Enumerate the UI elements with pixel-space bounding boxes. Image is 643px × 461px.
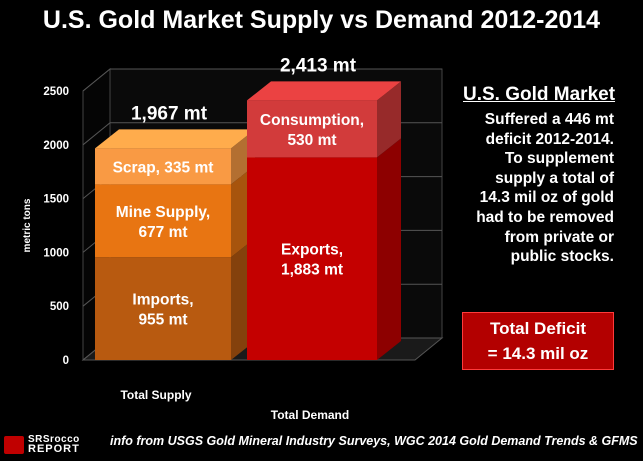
bar-side-exports [377,138,401,360]
segment-data-label: Scrap, 335 mt [113,159,214,176]
y-tick-label: 2000 [43,140,69,152]
side-panel-line: from private or [504,228,614,246]
side-panel-line: To supplement [504,150,614,168]
side-panel-line: Suffered a 446 mt [484,111,614,128]
y-tick-label: 500 [50,301,69,313]
segment-data-label: 1,883 mt [281,262,343,279]
bar-segment-mine-supply [95,184,231,258]
x-category-label: Total Supply [120,388,191,402]
segment-data-label: Imports, [132,292,193,309]
bar-segment-scrap [95,148,231,185]
bar-top-scrap [95,129,255,149]
segment-data-label: 677 mt [138,224,187,241]
y-tick-label: 1500 [43,194,69,206]
side-panel-line: deficit 2012-2014. [485,130,614,148]
bar-total-label: 2,413 mt [280,55,357,76]
source-footer: info from USGS Gold Mineral Industry Sur… [110,434,638,448]
srsrocco-logo: SRSrocco REPORT [4,434,104,456]
logo-mark-icon [4,436,24,454]
y-tick-label: 1000 [43,247,69,259]
segment-data-label: 955 mt [138,312,187,329]
bar-segment-imports [95,257,231,360]
bar-side-consumption [377,81,401,158]
y-tick-label: 0 [63,355,69,367]
chart-title: U.S. Gold Market Supply vs Demand 2012-2… [42,6,601,34]
y-axis-label: metric tons [22,198,33,252]
segment-data-label: 530 mt [287,132,336,149]
total-deficit-box: Total Deficit = 14.3 mil oz [462,312,614,370]
segment-data-label: Consumption, [260,112,364,129]
segment-data-label: Mine Supply, [116,204,210,221]
logo-text-top: SRSrocco [28,434,80,445]
deficit-line-2: = 14.3 mil oz [487,344,589,363]
side-panel-line: supply a total of [495,169,614,187]
logo-text-bottom: REPORT [28,443,80,455]
bar-segment-exports [247,157,377,360]
side-panel-line: public stocks. [510,248,614,266]
side-panel-heading: U.S. Gold Market [463,84,616,105]
bar-total-label: 1,967 mt [131,103,208,124]
side-panel-line: had to be removed [476,208,614,226]
gridline [82,68,442,92]
y-tick-label: 2500 [43,86,69,98]
deficit-line-1: Total Deficit [489,319,587,338]
x-category-label: Total Demand [271,408,349,422]
bar-top-consumption [247,81,401,101]
bar-segment-consumption [247,100,377,158]
segment-data-label: Exports, [281,242,343,259]
side-panel-line: 14.3 mil oz of gold [479,189,614,207]
side-panel-text: Suffered a 446 mt deficit 2012-2014. To … [452,110,614,267]
